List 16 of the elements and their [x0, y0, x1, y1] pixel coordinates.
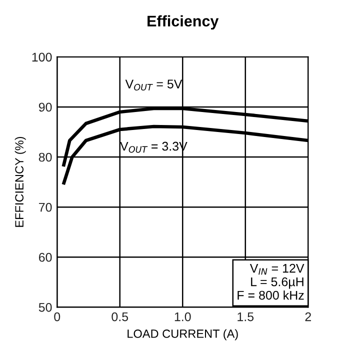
annotation: V$_{IN}$ = 12V L = 5.6µH F = 800 kHz: [238, 264, 304, 300]
x-tick-label: 0: [54, 312, 60, 322]
x-axis-title: LOAD CURRENT (A): [128, 329, 238, 340]
x-tick-label: 2: [305, 312, 311, 322]
y-axis-title: EFFICIENCY (%): [14, 136, 26, 227]
x-tick-label: 0.5: [112, 312, 128, 322]
y-tick-label: 100: [32, 52, 52, 62]
x-tick-label: 1.0: [174, 312, 191, 322]
y-tick-label: 70: [38, 202, 52, 212]
y-tick-label: 90: [38, 102, 52, 112]
series-label: V$_{OUT}$ = 5V: [125, 80, 182, 91]
y-tick-label: 50: [38, 302, 52, 312]
y-tick-label: 80: [38, 152, 52, 162]
chart-title: Efficiency: [148, 15, 219, 30]
x-tick-label: 1.5: [238, 312, 254, 322]
y-tick-label: 60: [38, 252, 52, 262]
